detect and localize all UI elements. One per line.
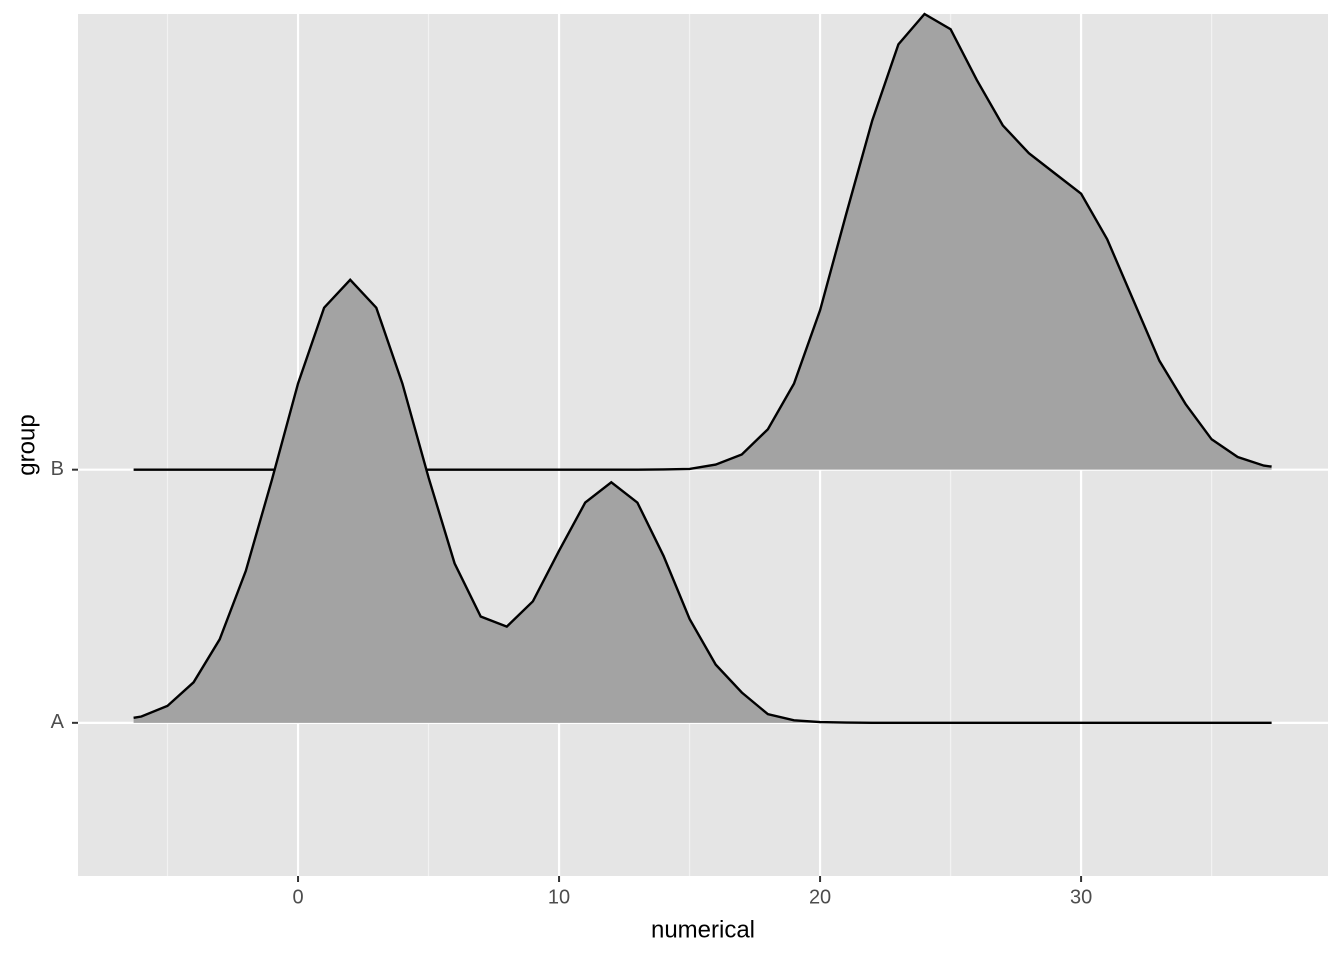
ridges <box>133 12 1272 724</box>
x-tick-label: 10 <box>548 886 570 908</box>
ridge-area <box>133 14 1272 470</box>
axes: 0 10 20 30 A B <box>51 458 1093 908</box>
x-tick-label: 20 <box>809 886 831 908</box>
x-tick-label: 0 <box>292 886 303 908</box>
y-tick-label: A <box>51 711 65 733</box>
x-tick-label: 30 <box>1070 886 1092 908</box>
ridge-area <box>133 279 1272 723</box>
y-axis-title: group <box>13 414 40 475</box>
ridge-line <box>133 278 1272 724</box>
x-axis-title: numerical <box>651 916 755 943</box>
y-tick-label: B <box>51 458 64 480</box>
